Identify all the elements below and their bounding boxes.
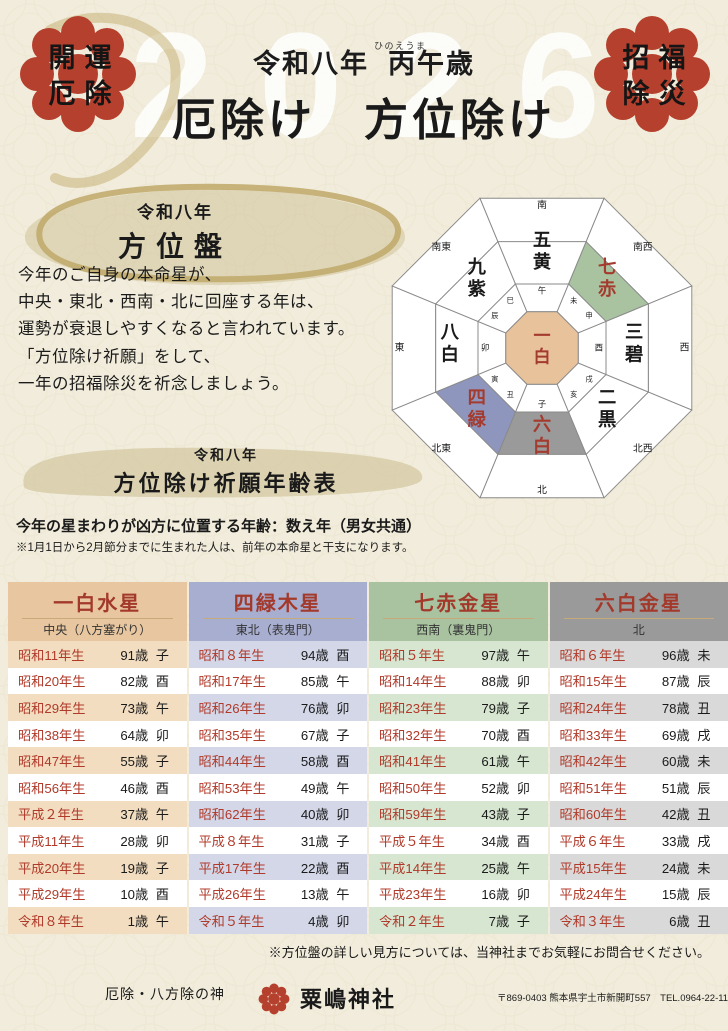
svg-text:除: 除 <box>623 78 651 109</box>
svg-text:開: 開 <box>49 43 76 73</box>
svg-text:戌: 戌 <box>586 375 593 384</box>
svg-text:災: 災 <box>659 79 687 109</box>
svg-text:北東: 北東 <box>431 441 451 454</box>
svg-text:未: 未 <box>570 296 577 305</box>
svg-text:紫: 紫 <box>468 278 486 299</box>
svg-text:南西: 南西 <box>633 240 653 253</box>
svg-text:碧: 碧 <box>624 343 643 364</box>
svg-text:卯: 卯 <box>481 342 490 352</box>
svg-text:福: 福 <box>658 43 686 73</box>
svg-text:北西: 北西 <box>633 442 653 454</box>
svg-text:南: 南 <box>537 198 547 211</box>
svg-text:一: 一 <box>534 326 551 345</box>
svg-text:九: 九 <box>467 256 487 277</box>
svg-text:寅: 寅 <box>491 375 498 384</box>
svg-text:午: 午 <box>538 285 547 295</box>
svg-text:東: 東 <box>395 341 405 354</box>
svg-text:白: 白 <box>534 346 551 366</box>
svg-text:除: 除 <box>85 78 113 109</box>
svg-text:赤: 赤 <box>598 278 616 299</box>
svg-text:厄: 厄 <box>49 79 76 109</box>
svg-text:黒: 黒 <box>598 409 616 430</box>
svg-text:丑: 丑 <box>507 390 514 399</box>
svg-text:招: 招 <box>623 43 650 73</box>
svg-text:西: 西 <box>680 343 690 354</box>
svg-text:黄: 黄 <box>533 251 551 272</box>
svg-text:酉: 酉 <box>595 342 604 352</box>
svg-text:南東: 南東 <box>431 240 451 253</box>
svg-text:六: 六 <box>533 413 551 434</box>
svg-text:七: 七 <box>598 256 616 277</box>
svg-text:巳: 巳 <box>507 296 514 305</box>
svg-text:白: 白 <box>533 436 551 457</box>
svg-text:白: 白 <box>441 343 459 364</box>
svg-text:北: 北 <box>537 484 547 496</box>
svg-text:八: 八 <box>441 321 460 342</box>
svg-text:運: 運 <box>85 43 112 73</box>
svg-text:辰: 辰 <box>491 311 498 320</box>
svg-text:緑: 緑 <box>468 409 487 430</box>
svg-text:子: 子 <box>538 399 547 409</box>
svg-text:五: 五 <box>533 229 551 250</box>
svg-text:四: 四 <box>468 386 486 407</box>
svg-text:三: 三 <box>625 321 643 342</box>
svg-text:二: 二 <box>598 386 616 407</box>
svg-text:申: 申 <box>586 311 593 320</box>
svg-text:亥: 亥 <box>570 390 577 399</box>
